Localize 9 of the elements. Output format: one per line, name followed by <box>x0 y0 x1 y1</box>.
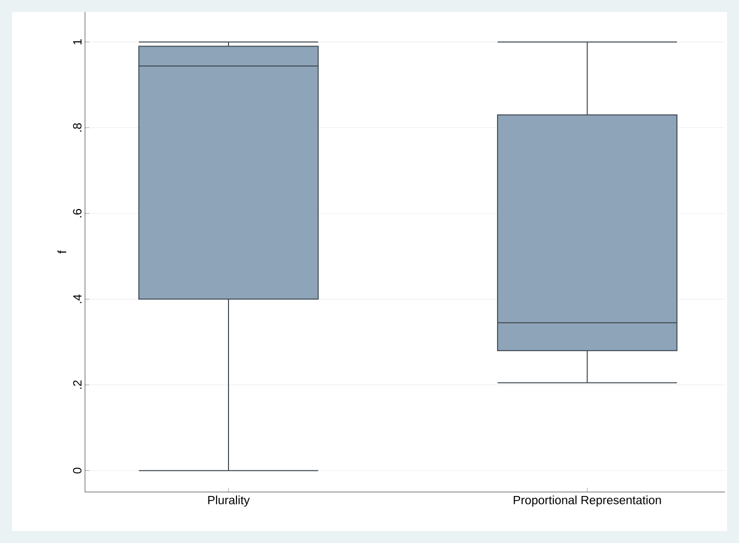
y-tick-label: .4 <box>73 294 82 304</box>
x-tick-label: Plurality <box>208 496 250 507</box>
y-tick-label: 1 <box>73 39 82 44</box>
y-tick-label: .8 <box>73 123 82 132</box>
x-tick-label: Proportional Representation <box>514 496 661 507</box>
y-tick-label: 0 <box>73 468 82 474</box>
y-tick-label: .6 <box>73 208 82 218</box>
y-axis-title: f <box>58 250 66 254</box>
y-tick-label: .2 <box>73 380 82 389</box>
